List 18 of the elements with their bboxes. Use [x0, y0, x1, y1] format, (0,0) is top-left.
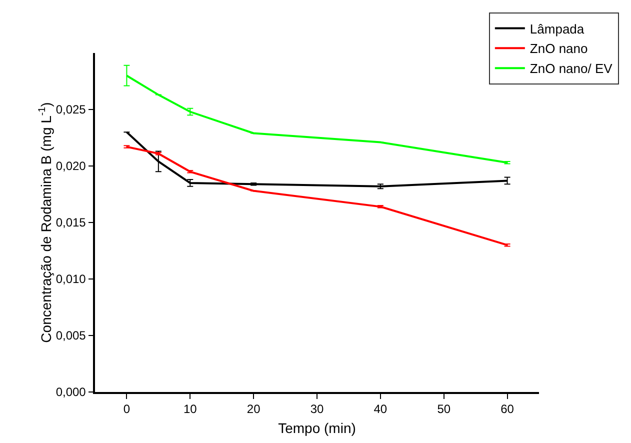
x-tick-label: 0	[123, 402, 130, 416]
y-tick-label: 0,015	[56, 216, 86, 230]
x-tick-label: 50	[437, 402, 451, 416]
y-tick-label: 0,000	[56, 385, 86, 400]
x-tick-label: 20	[246, 402, 261, 416]
legend-label: ZnO nano/ EV	[530, 61, 613, 76]
x-tick-label: 10	[183, 402, 198, 416]
x-axis-title: Tempo (min)	[278, 420, 356, 436]
line-series	[126, 146, 508, 246]
y-tick-label: 0,010	[56, 272, 86, 286]
legend-label: Lâmpada	[530, 21, 585, 36]
y-tick-label: 0,020	[56, 159, 86, 174]
y-tick-label: 0,025	[56, 102, 86, 117]
x-tick-label: 40	[374, 402, 388, 416]
y-tick-label: 0,005	[56, 328, 86, 343]
x-tick-label: 60	[500, 402, 514, 416]
x-tick-label: 30	[310, 402, 324, 416]
legend-label: ZnO nano	[530, 41, 588, 56]
